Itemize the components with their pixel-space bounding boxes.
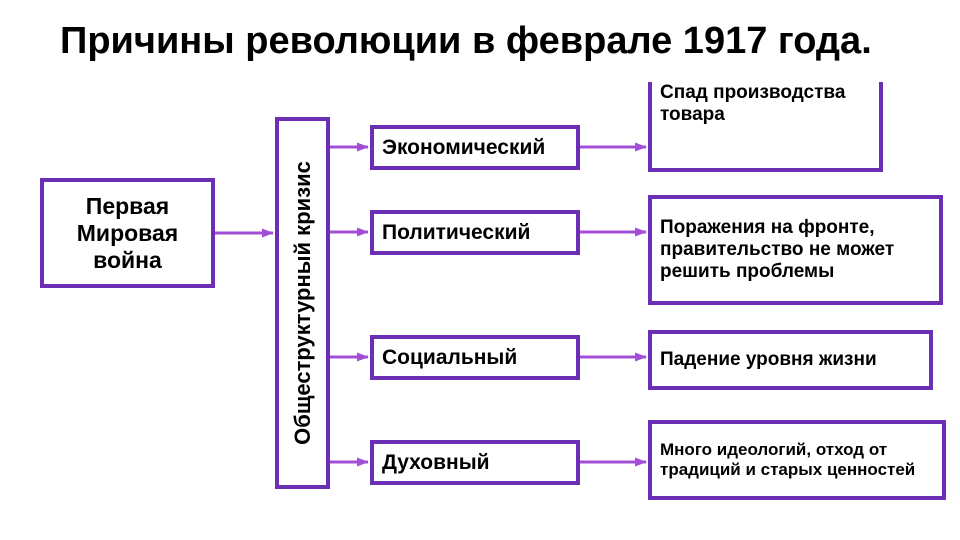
crisis-vertical-label: Общеструктурный кризис: [290, 161, 316, 445]
crisis-vertical-box: Общеструктурный кризис: [275, 117, 330, 489]
crisis-type-box: Политический: [370, 210, 580, 255]
result-label: Падение уровня жизни: [660, 349, 877, 371]
result-label: Много идеологий, отход от традиций и ста…: [660, 440, 934, 480]
root-cause-label: Первая Мировая война: [44, 193, 211, 274]
result-box: Падение уровня жизни: [648, 330, 933, 390]
crisis-type-label: Духовный: [382, 451, 490, 475]
crisis-type-box: Духовный: [370, 440, 580, 485]
diagram-title: Причины революции в феврале 1917 года.: [60, 22, 900, 62]
crisis-type-label: Социальный: [382, 346, 517, 370]
result-label: Спад производства товара: [660, 82, 871, 126]
crisis-type-label: Политический: [382, 221, 530, 245]
result-box: Много идеологий, отход от традиций и ста…: [648, 420, 946, 500]
result-box: Спад производства товара: [648, 82, 883, 172]
crisis-type-box: Социальный: [370, 335, 580, 380]
result-box: Поражения на фронте, правительство не мо…: [648, 195, 943, 305]
root-cause-box: Первая Мировая война: [40, 178, 215, 288]
result-label: Поражения на фронте, правительство не мо…: [660, 217, 931, 283]
crisis-type-label: Экономический: [382, 136, 545, 160]
crisis-type-box: Экономический: [370, 125, 580, 170]
